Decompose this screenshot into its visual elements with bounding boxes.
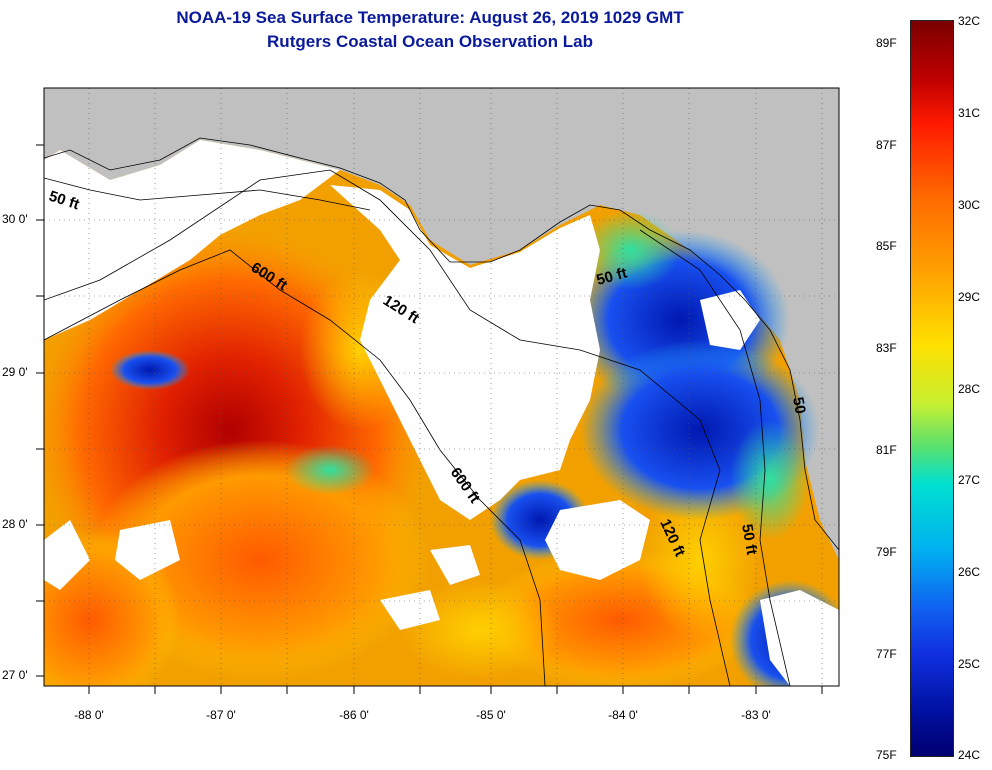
colorbar-f-label: 85F <box>876 239 897 253</box>
plot-frame <box>43 87 840 687</box>
axis-ticks <box>36 144 823 694</box>
contour-120ft <box>44 169 731 686</box>
map-title: NOAA-19 Sea Surface Temperature: August … <box>176 8 684 27</box>
temperature-colorbar <box>910 20 954 757</box>
colorbar-f-label: 81F <box>876 443 897 457</box>
lon-label: -85 0' <box>476 708 506 722</box>
cyan-field <box>730 420 810 540</box>
cloud-mask <box>330 185 600 520</box>
lon-label: -83 0' <box>741 708 771 722</box>
colorbar-c-label: 27C <box>958 473 981 487</box>
colorbar-c-label: 24C <box>958 748 981 762</box>
cloud-mask <box>700 290 760 350</box>
lon-label: -88 0' <box>74 708 104 722</box>
colorbar-f-label: 77F <box>876 647 897 661</box>
yellow-field <box>400 580 560 680</box>
colorbar-f-label: 75F <box>876 748 897 762</box>
contour-label: 50 ft <box>738 523 760 556</box>
colorbar-c-label: 32C <box>958 14 981 28</box>
contour-50ft-east <box>639 229 791 686</box>
colorbar-c-label: 31C <box>958 106 981 120</box>
colorbar-f-label: 89F <box>876 36 897 50</box>
lat-label: 30 0' <box>2 212 28 226</box>
lon-label: -87 0' <box>206 708 236 722</box>
lon-label: -84 0' <box>608 708 638 722</box>
cloud-mask <box>380 590 440 630</box>
colorbar-f-label: 87F <box>876 138 897 152</box>
colorbar-c-label: 28C <box>958 382 981 396</box>
cool-field <box>110 350 190 390</box>
cloud-mask <box>115 520 180 580</box>
colorbar-c-label: 29C <box>958 290 981 304</box>
lat-label: 29 0' <box>2 365 28 379</box>
contour-label: 50 <box>789 396 809 415</box>
cyan-field <box>580 210 680 290</box>
colorbar-f-label: 79F <box>876 545 897 559</box>
lon-label: -86 0' <box>339 708 369 722</box>
cloud-mask <box>44 140 340 340</box>
colorbar-f-label: 83F <box>876 341 897 355</box>
map-subtitle: Rutgers Coastal Ocean Observation Lab <box>267 32 593 51</box>
contour-50ft <box>44 177 371 211</box>
cloud-mask <box>545 500 650 580</box>
cloud-mask <box>430 545 480 585</box>
contour-600ft <box>44 249 546 686</box>
cyan-field <box>285 445 375 495</box>
lat-label: 27 0' <box>2 668 28 682</box>
lat-label: 28 0' <box>2 517 28 531</box>
florida-coastline <box>44 137 839 551</box>
cloud-mask <box>760 590 839 686</box>
yellow-field <box>640 480 760 640</box>
cloud-mask <box>44 520 90 590</box>
colorbar-c-label: 25C <box>958 657 981 671</box>
colorbar-c-label: 26C <box>958 565 981 579</box>
colorbar-c-label: 30C <box>958 198 981 212</box>
